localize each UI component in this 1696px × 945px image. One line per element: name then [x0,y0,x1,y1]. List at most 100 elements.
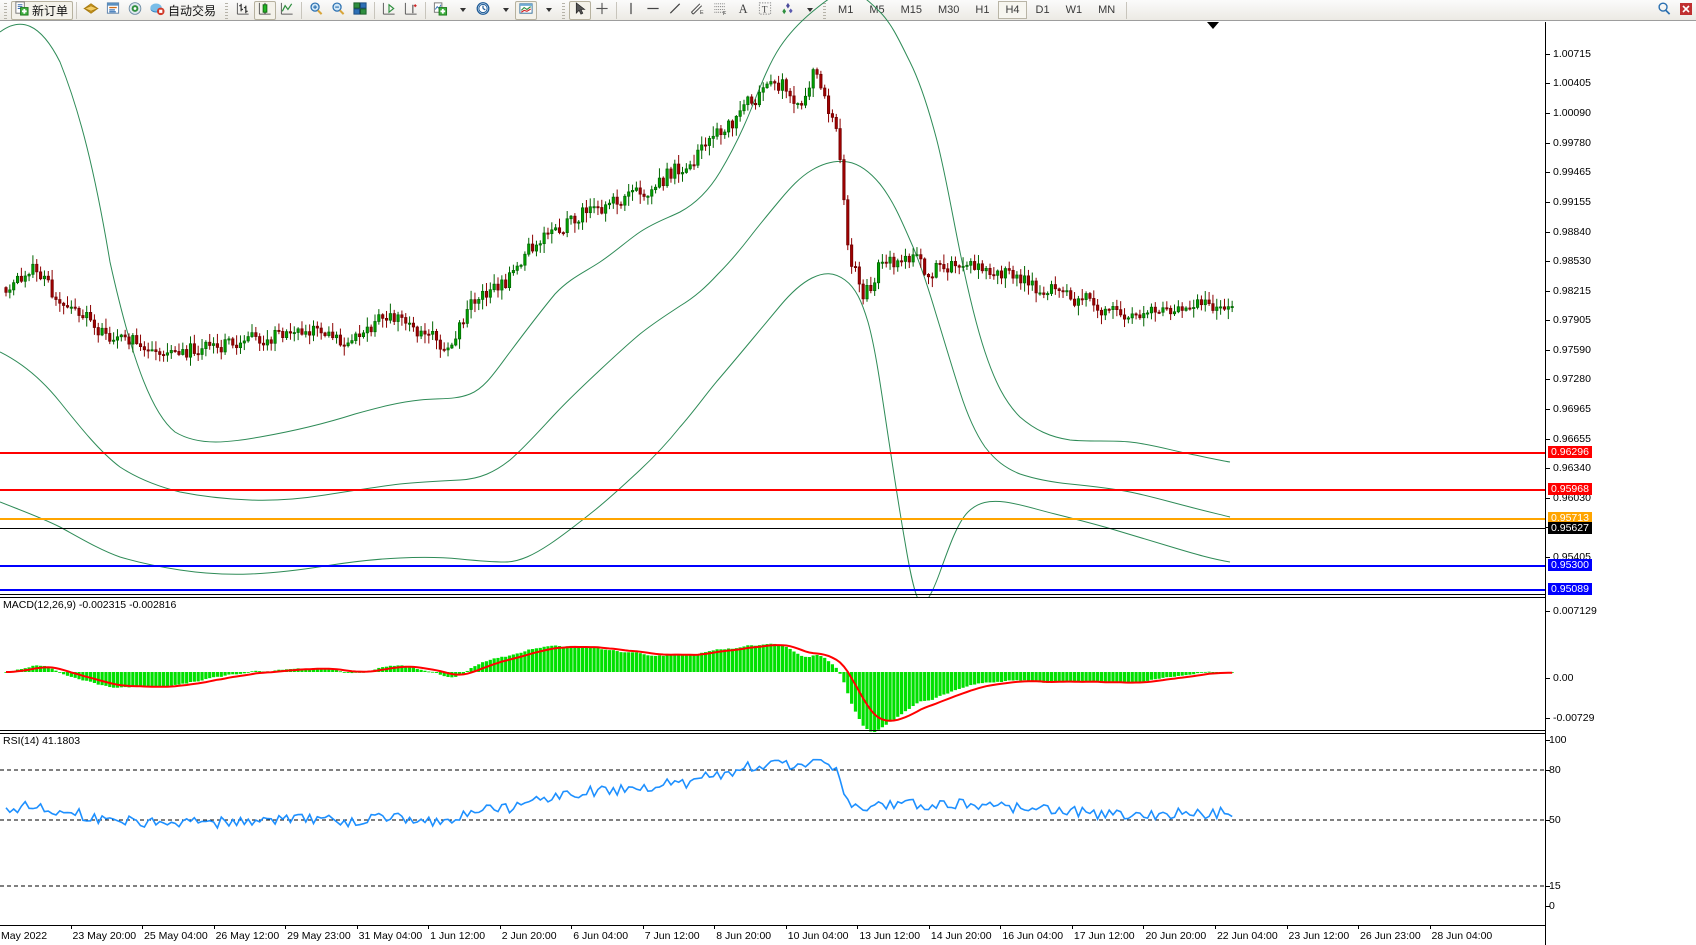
time-tick: 23 May 20:00 [70,925,137,942]
macd-histogram-bar [215,672,220,677]
bar-chart-button[interactable] [232,1,254,20]
macd-histogram-bar [438,672,442,675]
templates-button[interactable] [515,0,538,20]
macd-histogram-bar [188,672,193,683]
macd-histogram-bar [834,667,838,672]
toolbar-separator-1 [76,1,78,19]
shapes-dropdown[interactable] [798,1,819,20]
text-button[interactable]: A [732,1,754,20]
price-pane[interactable] [0,0,1545,604]
macd-axis-tick: 0.007129 [1546,605,1597,617]
macd-histogram-bar [830,664,835,672]
pivot-line-label[interactable]: 0.95713 [1548,512,1592,524]
timeframe-h1[interactable]: H1 [975,4,990,16]
zoom-in-button[interactable] [305,1,327,20]
trendline-icon [667,1,683,19]
timeframe-m15[interactable]: M15 [900,4,922,16]
support-line-1[interactable] [0,565,1545,567]
rsi-label: RSI(14) 41.1803 [3,735,81,747]
period-button[interactable] [472,1,494,20]
zoom-out-icon [330,1,346,19]
macd-pane[interactable]: MACD(12,26,9) -0.002315 -0.002816 [0,598,1545,732]
macd-histogram-bar [104,672,108,686]
price-axis[interactable]: 1.00715 1.00405 1.00090 0.99780 0.99465 0.991… [1546,22,1696,945]
fibonacci-button[interactable]: F [709,1,732,20]
macd-histogram-bar [688,654,692,672]
shapes-button[interactable] [776,1,798,20]
zoom-out-button[interactable] [327,1,349,20]
candlestick-chart-button[interactable] [254,0,277,20]
macd-histogram-bar [1084,672,1088,682]
equidistant-channel-icon: E [689,1,706,19]
price-tick: 0.96965 [1546,403,1591,415]
macd-histogram-bar [911,672,915,707]
macd-histogram-bar [123,672,127,688]
auto-scroll-button[interactable] [378,1,400,20]
macd-histogram-bar [684,655,688,672]
macd-histogram-bar [619,652,623,672]
support-line-2[interactable] [0,589,1545,591]
resistance-line-1[interactable] [0,452,1545,454]
timeframe-d1[interactable]: D1 [1035,4,1050,16]
add-indicator-dropdown[interactable] [451,1,472,20]
timeframe-w1[interactable]: W1 [1065,4,1083,16]
add-indicator-button[interactable] [429,1,451,20]
templates-dropdown[interactable] [537,1,558,20]
time-axis[interactable]: May 2022 23 May 20:00 25 May 04:00 26 May 1… [0,925,1545,945]
cursor-button[interactable] [569,0,592,20]
toolbar-grip-4[interactable] [821,1,829,19]
text-label-button[interactable]: T [754,1,776,20]
data-window-button[interactable] [102,1,124,20]
timeframe-m5[interactable]: M5 [869,4,885,16]
period-dropdown[interactable] [494,1,515,20]
current-price-line[interactable] [0,528,1545,529]
macd-histogram-bar [1172,672,1177,677]
macd-histogram-bar [746,645,750,672]
equidistant-channel-button[interactable]: E [686,1,709,20]
macd-histogram-bar [481,662,485,672]
tile-windows-button[interactable] [349,1,371,20]
expert-advisors-button[interactable] [80,1,102,20]
macd-histogram-bar [615,651,619,672]
text-icon: A [735,1,751,19]
timeframe-m30[interactable]: M30 [938,4,960,16]
timeframe-m1[interactable]: M1 [838,4,854,16]
autotrading-button[interactable]: 自动交易 [146,1,221,20]
vertical-line-button[interactable] [620,1,642,20]
macd-histogram-bar [308,668,312,672]
macd-histogram-bar [108,672,112,688]
resistance-line-2[interactable] [0,489,1545,491]
macd-signal-line [6,644,1233,722]
rsi-pane[interactable]: RSI(14) 41.1803 [0,734,1545,934]
toolbar-grip-2[interactable] [223,1,231,19]
line-chart-button[interactable] [276,1,298,20]
toolbar-grip-3[interactable] [560,1,568,19]
support-line-2-label[interactable]: 0.95089 [1548,583,1592,595]
crosshair-button[interactable] [591,1,613,20]
macd-histogram-bar [127,672,131,688]
macd-histogram-bar [788,648,792,672]
trendline-button[interactable] [664,1,686,20]
chart-shift-button[interactable] [400,1,422,20]
resistance-line-1-label[interactable]: 0.96296 [1548,446,1592,458]
timeframe-mn[interactable]: MN [1098,4,1116,16]
timeframe-h4[interactable]: H4 [998,1,1027,19]
macd-histogram-bar [1192,672,1196,675]
macd-histogram-bar [446,672,450,677]
new-order-button[interactable]: 新订单 [11,0,74,20]
toolbar-grip-1[interactable] [2,1,9,19]
macd-histogram-bar [1165,672,1169,678]
macd-pane-top-border [0,594,1545,595]
search-button[interactable] [1653,1,1675,20]
navigator-button[interactable] [124,1,146,20]
resistance-line-2-label[interactable]: 0.95968 [1548,483,1592,495]
time-tick: May 2022 [1,930,48,942]
macd-histogram-bar [419,669,423,672]
horizontal-line-button[interactable] [642,1,664,20]
support-line-1-label[interactable]: 0.95300 [1548,559,1592,571]
macd-histogram-bar [154,672,158,687]
current-price-line-label[interactable]: 0.95627 [1548,522,1592,534]
pivot-line[interactable] [0,518,1545,520]
close-button[interactable] [1675,1,1696,20]
